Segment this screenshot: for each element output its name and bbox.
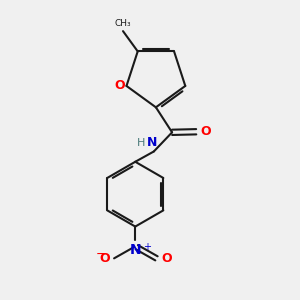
- Text: O: O: [99, 252, 110, 265]
- Text: O: O: [200, 125, 211, 138]
- Text: −: −: [96, 248, 106, 260]
- Text: N: N: [147, 136, 158, 149]
- Text: H: H: [137, 138, 146, 148]
- Text: +: +: [142, 242, 151, 252]
- Text: O: O: [115, 80, 125, 92]
- Text: N: N: [130, 243, 142, 257]
- Text: CH₃: CH₃: [115, 19, 131, 28]
- Text: O: O: [161, 252, 172, 265]
